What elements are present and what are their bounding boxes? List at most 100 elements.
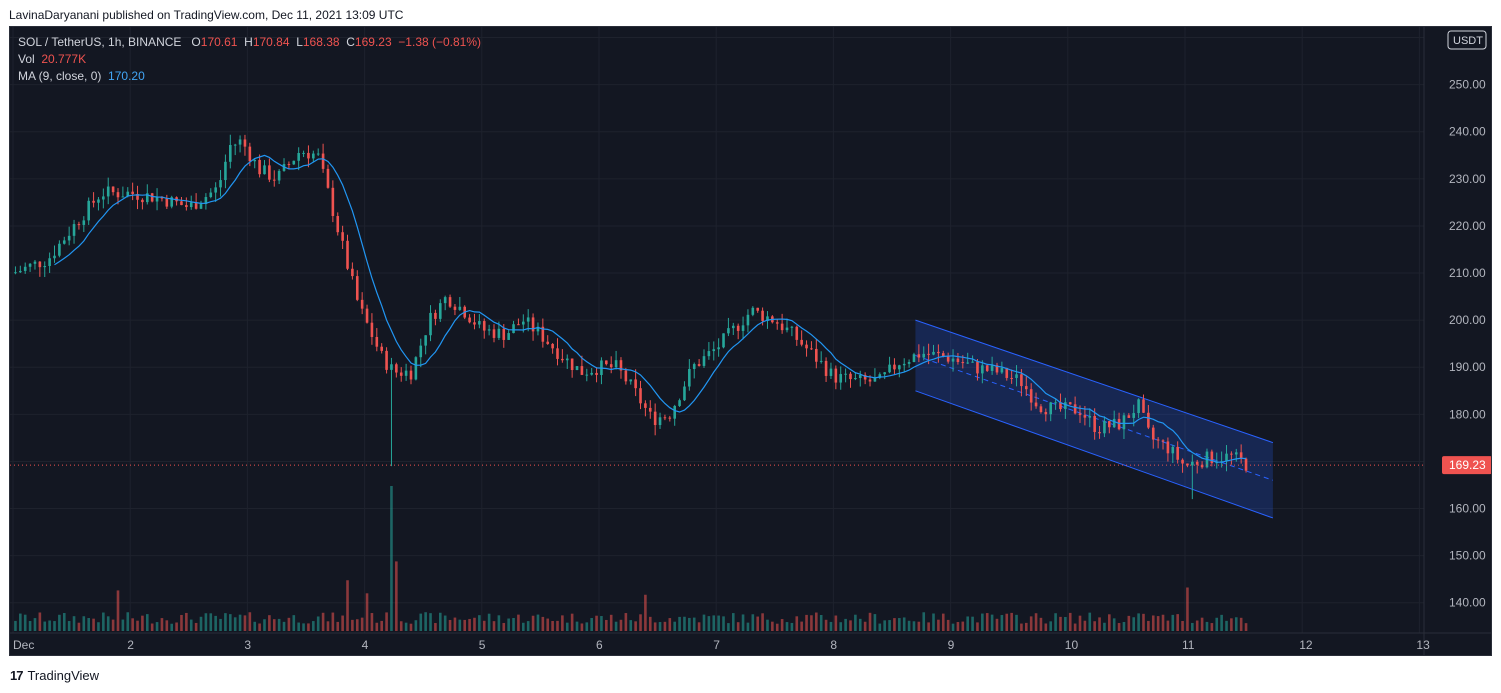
candle-body[interactable] [1054, 402, 1057, 404]
candle-body[interactable] [1034, 402, 1038, 407]
candle-body[interactable] [1230, 453, 1233, 455]
candle-body[interactable] [443, 297, 447, 304]
candle-body[interactable] [302, 152, 305, 154]
candle-body[interactable] [19, 270, 22, 273]
candle-body[interactable] [233, 144, 237, 146]
candle-body[interactable] [727, 328, 730, 334]
candle-body[interactable] [858, 374, 862, 378]
candle-body[interactable] [53, 255, 56, 259]
candle-body[interactable] [365, 308, 369, 323]
candle-body[interactable] [150, 193, 154, 202]
candle-body[interactable] [790, 326, 794, 328]
candle-body[interactable] [326, 168, 330, 188]
price-chart[interactable]: 140.00150.00160.00170.00180.00190.00200.… [10, 27, 1491, 655]
candle-body[interactable] [106, 186, 110, 197]
currency-label[interactable]: USDT [1453, 35, 1483, 47]
candle-body[interactable] [1112, 418, 1116, 428]
candle-body[interactable] [961, 362, 965, 364]
candle-body[interactable] [985, 365, 989, 371]
candle-body[interactable] [375, 336, 379, 347]
candle-body[interactable] [258, 159, 261, 175]
candle-body[interactable] [678, 400, 681, 406]
candle-body[interactable] [97, 199, 100, 203]
candle-body[interactable] [619, 360, 623, 371]
candle-body[interactable] [712, 349, 716, 352]
candle-body[interactable] [775, 322, 779, 324]
candle-body[interactable] [1117, 418, 1121, 430]
candle-body[interactable] [648, 407, 652, 412]
candle-body[interactable] [707, 351, 711, 357]
candle-body[interactable] [238, 139, 242, 145]
candle-body[interactable] [692, 364, 696, 369]
candle-body[interactable] [1029, 389, 1033, 403]
candle-body[interactable] [673, 405, 676, 419]
candle-body[interactable] [526, 317, 530, 322]
candle-body[interactable] [1044, 412, 1048, 415]
candle-body[interactable] [624, 370, 628, 382]
candle-body[interactable] [683, 386, 686, 401]
candle-body[interactable] [1127, 415, 1131, 418]
candle-body[interactable] [33, 261, 37, 264]
candle-body[interactable] [1000, 367, 1004, 373]
candle-body[interactable] [546, 341, 550, 344]
candle-body[interactable] [1078, 413, 1082, 416]
ma-label[interactable]: MA (9, close, 0) [18, 69, 102, 83]
candle-body[interactable] [1059, 402, 1062, 410]
candle-body[interactable] [819, 360, 823, 362]
candle-body[interactable] [541, 326, 545, 342]
candle-body[interactable] [663, 417, 667, 419]
candle-body[interactable] [517, 324, 520, 326]
candle-body[interactable] [385, 350, 388, 370]
candle-body[interactable] [58, 243, 61, 256]
candle-body[interactable] [1181, 459, 1184, 464]
candle-body[interactable] [248, 146, 252, 162]
candle-body[interactable] [644, 403, 647, 408]
candle-body[interactable] [653, 411, 657, 426]
candle-body[interactable] [126, 191, 130, 197]
symbol-label[interactable]: SOL / TetherUS, 1h, BINANCE [18, 35, 182, 49]
candle-body[interactable] [717, 347, 720, 350]
candle-body[interactable] [419, 345, 423, 358]
candle-body[interactable] [605, 360, 608, 365]
candle-body[interactable] [917, 354, 921, 358]
candle-body[interactable] [111, 186, 115, 193]
candle-body[interactable] [1132, 413, 1136, 418]
candle-body[interactable] [1073, 404, 1077, 414]
candle-body[interactable] [336, 216, 340, 233]
candle-body[interactable] [1088, 415, 1092, 418]
candle-body[interactable] [951, 358, 955, 362]
candle-body[interactable] [1186, 463, 1189, 466]
candle-body[interactable] [43, 265, 47, 268]
candle-body[interactable] [1039, 406, 1043, 413]
candle-body[interactable] [360, 299, 364, 309]
candle-body[interactable] [1156, 439, 1160, 441]
candle-body[interactable] [102, 196, 105, 200]
candle-body[interactable] [253, 159, 257, 162]
candle-body[interactable] [507, 333, 510, 340]
candle-body[interactable] [878, 374, 882, 378]
candle-body[interactable] [688, 368, 691, 387]
candle-body[interactable] [155, 196, 159, 202]
candle-body[interactable] [937, 351, 940, 354]
candle-body[interactable] [487, 329, 491, 331]
candle-body[interactable] [614, 360, 618, 368]
candle-body[interactable] [893, 364, 896, 370]
candle-body[interactable] [316, 153, 320, 155]
candle-body[interactable] [351, 268, 354, 277]
candle-body[interactable] [995, 365, 999, 373]
candle-body[interactable] [1103, 421, 1106, 434]
candle-body[interactable] [92, 200, 95, 203]
candle-body[interactable] [805, 344, 808, 349]
candle-body[interactable] [1176, 446, 1179, 460]
candle-body[interactable] [971, 361, 974, 363]
candle-body[interactable] [810, 348, 813, 350]
candle-body[interactable] [292, 160, 296, 165]
candle-body[interactable] [795, 326, 799, 340]
candle-body[interactable] [1161, 440, 1165, 442]
candle-body[interactable] [72, 224, 76, 236]
candle-body[interactable] [668, 417, 672, 419]
candle-body[interactable] [355, 276, 359, 300]
candle-body[interactable] [1020, 374, 1023, 387]
candle-body[interactable] [434, 312, 437, 319]
candle-body[interactable] [629, 379, 633, 382]
